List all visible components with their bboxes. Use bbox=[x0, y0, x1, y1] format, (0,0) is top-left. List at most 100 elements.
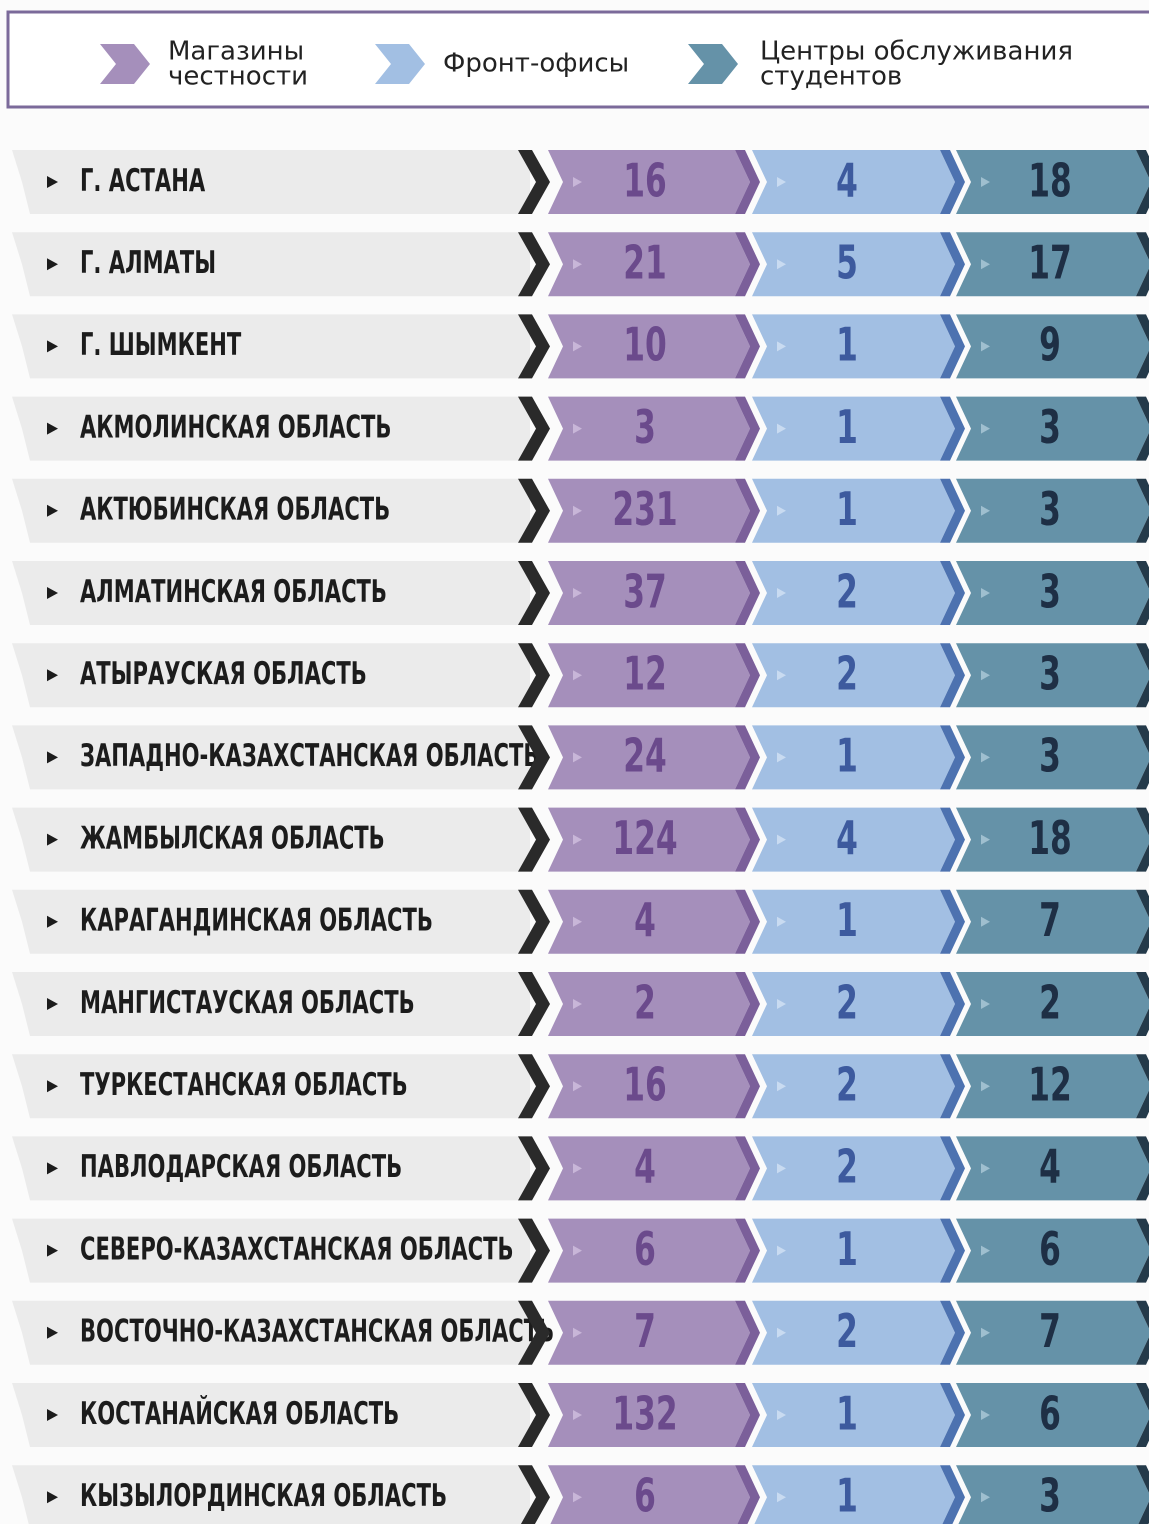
cell-marker bbox=[573, 177, 582, 187]
cell-chevron bbox=[735, 807, 760, 872]
row-marker bbox=[47, 587, 58, 599]
cell-value: 3 bbox=[1039, 401, 1061, 455]
region-name: Г. ШЫМКЕНТ bbox=[80, 327, 241, 363]
row-chevron bbox=[518, 396, 550, 461]
cell-value: 3 bbox=[1039, 565, 1061, 619]
cell bbox=[548, 561, 750, 625]
cell-value: 17 bbox=[1028, 236, 1072, 290]
cell-chevron bbox=[940, 807, 965, 872]
cell-chevron bbox=[940, 1465, 965, 1524]
cell bbox=[548, 889, 750, 954]
cell bbox=[956, 314, 1149, 379]
row-marker bbox=[47, 998, 58, 1010]
cell-value: 2 bbox=[836, 565, 858, 619]
cell bbox=[548, 643, 750, 708]
cell-value: 2 bbox=[1039, 976, 1061, 1030]
cell-value: 1 bbox=[836, 319, 858, 373]
cell-marker bbox=[573, 752, 582, 763]
cell-chevron bbox=[1136, 1300, 1149, 1365]
cell bbox=[956, 972, 1149, 1036]
cell-value: 231 bbox=[612, 483, 677, 537]
row-band bbox=[12, 1218, 530, 1283]
row-chevron bbox=[518, 478, 550, 543]
cell-marker bbox=[777, 916, 786, 927]
cell-value: 2 bbox=[836, 647, 858, 701]
cell-marker bbox=[573, 1163, 582, 1174]
legend-icon bbox=[688, 44, 738, 84]
region-name: МАНГИСТАУСКАЯ ОБЛАСТЬ bbox=[80, 985, 415, 1021]
cell-value: 9 bbox=[1039, 319, 1061, 373]
cell bbox=[752, 972, 955, 1036]
cell bbox=[752, 1300, 955, 1365]
legend-label: Магазины bbox=[168, 37, 304, 67]
cell-chevron bbox=[940, 150, 965, 214]
cell-marker bbox=[573, 423, 582, 434]
cell-marker bbox=[981, 505, 990, 516]
row-marker bbox=[47, 669, 58, 682]
row-band bbox=[12, 396, 530, 461]
legend-label: Центры обслуживания bbox=[760, 37, 1073, 67]
cell-marker bbox=[573, 1492, 582, 1503]
cell-marker bbox=[981, 1410, 990, 1420]
row-chevron bbox=[518, 1054, 550, 1119]
row-marker bbox=[47, 1326, 58, 1339]
cell-marker bbox=[981, 999, 990, 1009]
cell-marker bbox=[981, 259, 990, 270]
cell-value: 2 bbox=[836, 976, 858, 1030]
cell bbox=[956, 561, 1149, 625]
row-chevron bbox=[518, 1300, 550, 1365]
cell bbox=[548, 1465, 750, 1524]
region-name: ПАВЛОДАРСКАЯ ОБЛАСТЬ bbox=[80, 1149, 402, 1185]
cell-value: 3 bbox=[1039, 647, 1061, 701]
cell-marker bbox=[777, 505, 786, 516]
cell-marker bbox=[777, 341, 786, 352]
row-chevron bbox=[518, 1383, 550, 1447]
row-band bbox=[12, 807, 530, 872]
cell bbox=[548, 1300, 750, 1365]
cell-marker bbox=[573, 670, 582, 681]
region-name: КОСТАНАЙСКАЯ ОБЛАСТЬ bbox=[80, 1395, 399, 1432]
cell bbox=[752, 807, 955, 872]
cell-chevron bbox=[1136, 889, 1149, 954]
cell-value: 1 bbox=[836, 730, 858, 784]
row-band bbox=[12, 725, 530, 790]
cell-value: 1 bbox=[836, 1223, 858, 1277]
cell-chevron bbox=[1136, 725, 1149, 790]
cell bbox=[956, 889, 1149, 954]
cell-marker bbox=[981, 1081, 990, 1092]
cell-value: 2 bbox=[836, 1058, 858, 1112]
row-marker bbox=[47, 1162, 58, 1175]
cell bbox=[548, 1383, 750, 1447]
row-chevron bbox=[518, 314, 550, 379]
cell-marker bbox=[777, 834, 786, 845]
cell bbox=[956, 1136, 1149, 1201]
legend-label: честности bbox=[168, 62, 308, 92]
cell-marker bbox=[981, 423, 990, 434]
row-marker bbox=[47, 422, 58, 435]
row-chevron bbox=[518, 643, 550, 708]
cell-marker bbox=[573, 1327, 582, 1338]
cell-value: 12 bbox=[1028, 1058, 1072, 1112]
cell-chevron bbox=[735, 150, 760, 214]
cell-chevron bbox=[735, 972, 760, 1036]
cell-marker bbox=[777, 670, 786, 681]
cell-value: 3 bbox=[1039, 483, 1061, 537]
cell-marker bbox=[573, 505, 582, 516]
cell-chevron bbox=[1136, 1218, 1149, 1283]
cell-value: 4 bbox=[634, 894, 656, 948]
cell bbox=[752, 150, 955, 214]
row-band bbox=[12, 1054, 530, 1119]
cell-chevron bbox=[1136, 1383, 1149, 1447]
cell-value: 21 bbox=[623, 236, 667, 290]
row-marker bbox=[47, 176, 58, 188]
cell bbox=[752, 561, 955, 625]
region-name: АТЫРАУСКАЯ ОБЛАСТЬ bbox=[80, 656, 367, 692]
row-marker bbox=[47, 1244, 58, 1257]
cell-marker bbox=[573, 341, 582, 352]
cell bbox=[548, 150, 750, 214]
row-band bbox=[12, 478, 530, 543]
cell-chevron bbox=[735, 396, 760, 461]
cell bbox=[752, 478, 955, 543]
cell-chevron bbox=[940, 725, 965, 790]
